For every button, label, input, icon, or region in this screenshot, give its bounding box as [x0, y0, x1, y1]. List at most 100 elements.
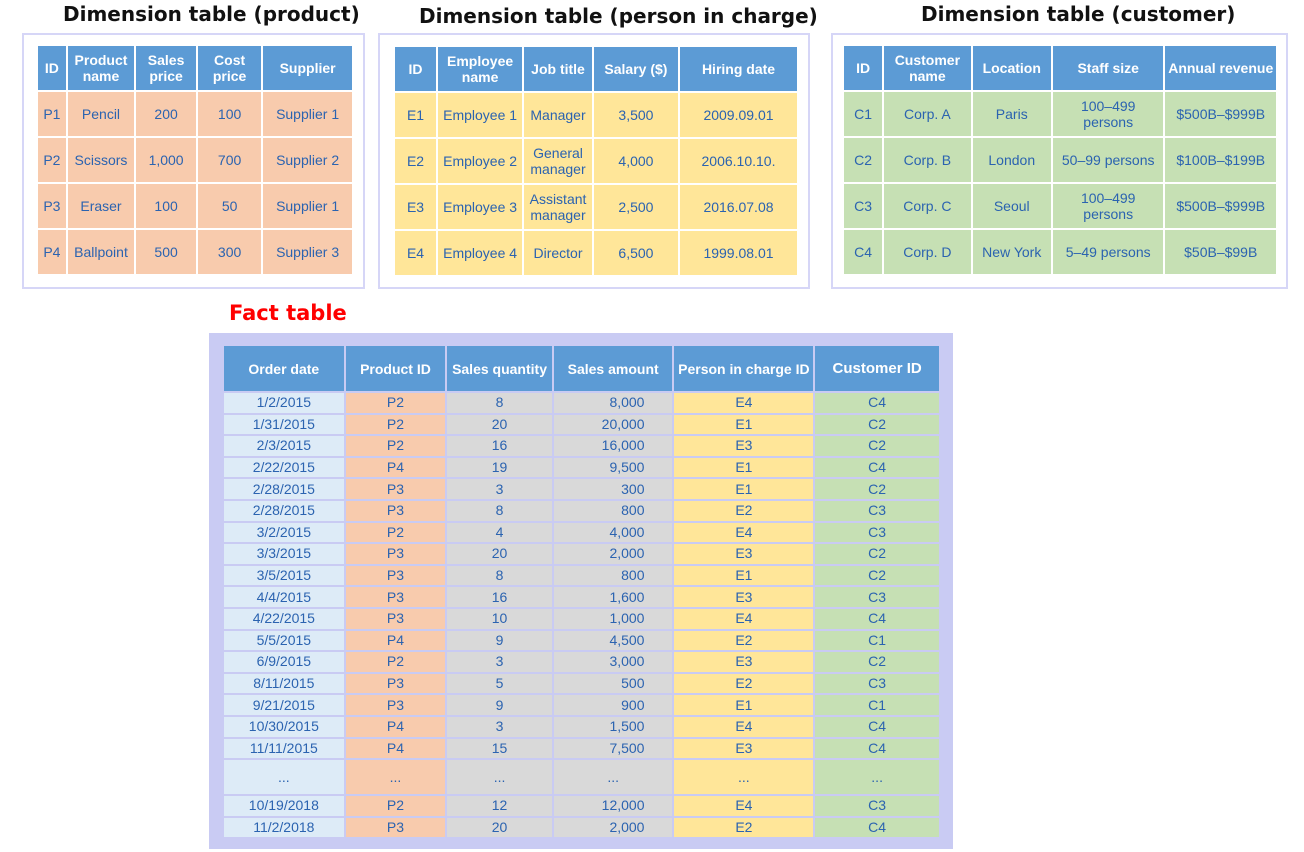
header-id: ID: [844, 46, 883, 90]
sales-quantity-cell: 9: [447, 695, 552, 715]
cell: Employee 3: [438, 185, 523, 229]
person-in-charge-id-cell: E3: [674, 587, 814, 607]
customer-id-cell: C2: [815, 652, 939, 672]
header-annual-revenue: Annual revenue: [1165, 46, 1276, 90]
cell: C3: [844, 184, 883, 228]
cell: C2: [844, 138, 883, 182]
cell: Assistant manager: [524, 185, 592, 229]
cell: 100: [198, 92, 262, 136]
table-row: 11/2/2018 P3 20 2,000 E2 C4: [224, 817, 939, 838]
sales-quantity-cell: 3: [447, 716, 552, 737]
sales-amount-cell: 2,000: [553, 817, 673, 838]
table-row: C1 Corp. A Paris 100–499 persons $500B–$…: [844, 92, 1276, 136]
cell: 100–499 persons: [1052, 184, 1164, 228]
cell: P3: [38, 184, 66, 228]
product-id-cell: P3: [345, 500, 446, 521]
product-id-cell: P4: [345, 716, 446, 737]
customer-id-cell: C4: [815, 716, 939, 737]
cell: E1: [395, 93, 437, 137]
sales-amount-cell: 16,000: [553, 436, 673, 456]
cell: 300: [198, 230, 262, 274]
table-row: P2 Scissors 1,000 700 Supplier 2: [38, 138, 352, 182]
table-row: C3 Corp. C Seoul 100–499 persons $500B–$…: [844, 184, 1276, 228]
sales-amount-cell: ...: [553, 760, 673, 795]
customer-id-cell: C3: [815, 796, 939, 816]
sales-quantity-cell: 8: [447, 500, 552, 521]
product-id-cell: P3: [345, 817, 446, 838]
cell: 50: [198, 184, 262, 228]
sales-amount-cell: 2,000: [553, 544, 673, 564]
customer-id-cell: C2: [815, 565, 939, 586]
sales-amount-cell: 7,500: [553, 738, 673, 759]
product-id-cell: ...: [345, 760, 446, 795]
person-in-charge-id-cell: E2: [674, 673, 814, 694]
cell: E3: [395, 185, 437, 229]
product-table: ID Product name Sales price Cost price S…: [36, 44, 354, 276]
order-date-cell: 8/11/2015: [224, 673, 344, 694]
cell: Corp. A: [884, 92, 971, 136]
person-in-charge-id-cell: E4: [674, 393, 814, 413]
sales-amount-cell: 800: [553, 500, 673, 521]
cell: 100: [136, 184, 197, 228]
sales-quantity-cell: 4: [447, 522, 552, 543]
sales-amount-cell: 12,000: [553, 796, 673, 816]
product-id-cell: P3: [345, 587, 446, 607]
order-date-cell: 2/3/2015: [224, 436, 344, 456]
order-date-cell: ...: [224, 760, 344, 795]
cell: P4: [38, 230, 66, 274]
customer-id-cell: C4: [815, 817, 939, 838]
header-job-title: Job title: [524, 47, 592, 91]
sales-quantity-cell: 20: [447, 817, 552, 838]
table-row: 6/9/2015 P2 3 3,000 E3 C2: [224, 652, 939, 672]
product-table-title: Dimension table (product): [63, 2, 360, 26]
header-product-id: Product ID: [345, 346, 446, 391]
header-sales-quantity: Sales quantity: [447, 346, 552, 391]
cell: Supplier 2: [263, 138, 352, 182]
order-date-cell: 3/3/2015: [224, 544, 344, 564]
cell: Employee 1: [438, 93, 523, 137]
order-date-cell: 2/28/2015: [224, 479, 344, 499]
customer-id-cell: ...: [815, 760, 939, 795]
order-date-cell: 4/4/2015: [224, 587, 344, 607]
cell: 3,500: [593, 93, 678, 137]
order-date-cell: 5/5/2015: [224, 630, 344, 651]
sales-amount-cell: 9,500: [553, 457, 673, 478]
person-in-charge-id-cell: E4: [674, 796, 814, 816]
header-id: ID: [395, 47, 437, 91]
table-row: 10/19/2018 P2 12 12,000 E4 C3: [224, 796, 939, 816]
product-id-cell: P3: [345, 565, 446, 586]
header-cost-price: Cost price: [198, 46, 262, 90]
product-id-cell: P4: [345, 738, 446, 759]
cell: Manager: [524, 93, 592, 137]
order-date-cell: 3/5/2015: [224, 565, 344, 586]
cell: 2,500: [593, 185, 678, 229]
person-in-charge-id-cell: E1: [674, 695, 814, 715]
order-date-cell: 9/21/2015: [224, 695, 344, 715]
table-row: 2/28/2015 P3 8 800 E2 C3: [224, 500, 939, 521]
table-row: E1 Employee 1 Manager 3,500 2009.09.01: [395, 93, 797, 137]
cell: E2: [395, 139, 437, 183]
table-row: 9/21/2015 P3 9 900 E1 C1: [224, 695, 939, 715]
order-date-cell: 10/30/2015: [224, 716, 344, 737]
person-in-charge-id-cell: E3: [674, 544, 814, 564]
table-row: 3/5/2015 P3 8 800 E1 C2: [224, 565, 939, 586]
product-id-cell: P2: [345, 393, 446, 413]
table-row: E4 Employee 4 Director 6,500 1999.08.01: [395, 231, 797, 275]
table-row: 2/3/2015 P2 16 16,000 E3 C2: [224, 436, 939, 456]
cell: Seoul: [972, 184, 1051, 228]
order-date-cell: 11/2/2018: [224, 817, 344, 838]
sales-amount-cell: 3,000: [553, 652, 673, 672]
person-in-charge-id-cell: E3: [674, 436, 814, 456]
header-supplier: Supplier: [263, 46, 352, 90]
sales-quantity-cell: 15: [447, 738, 552, 759]
sales-quantity-cell: 20: [447, 544, 552, 564]
cell: Corp. B: [884, 138, 971, 182]
product-id-cell: P2: [345, 796, 446, 816]
table-row: 4/4/2015 P3 16 1,600 E3 C3: [224, 587, 939, 607]
sales-amount-cell: 20,000: [553, 414, 673, 435]
cell: 4,000: [593, 139, 678, 183]
header-sales-amount: Sales amount: [553, 346, 673, 391]
cell: 1999.08.01: [680, 231, 797, 275]
header-product-name: Product name: [67, 46, 135, 90]
header-customer-name: Customer name: [884, 46, 971, 90]
